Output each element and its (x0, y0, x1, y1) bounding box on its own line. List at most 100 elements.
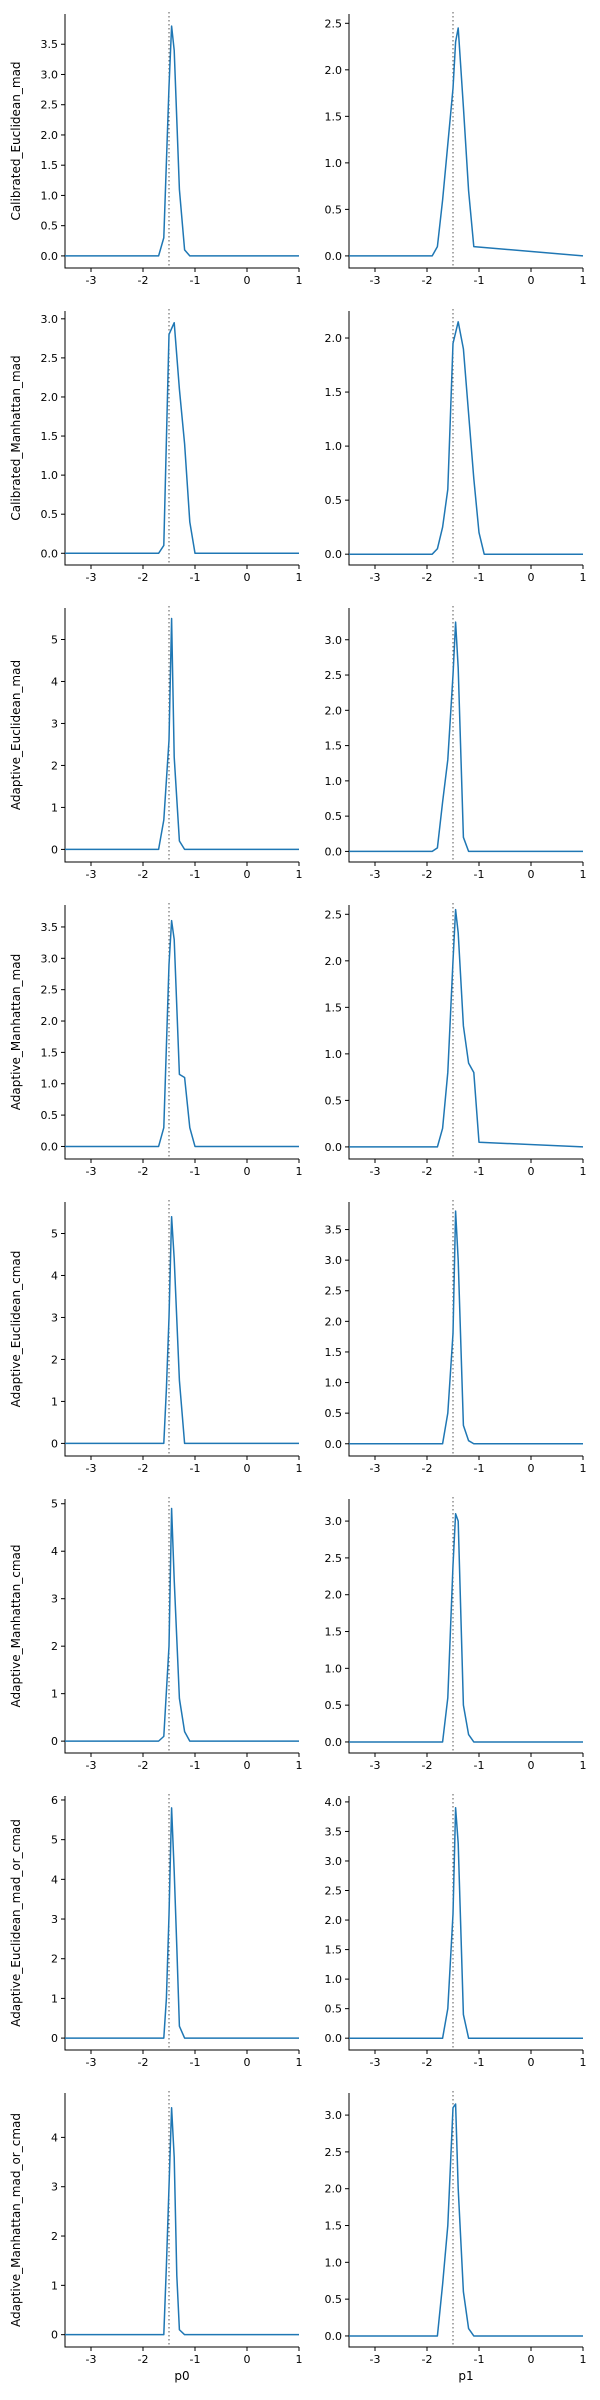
x-tick-label: -1 (190, 1759, 201, 1772)
y-tick-label: 3 (51, 1913, 58, 1926)
x-tick-label: -3 (370, 571, 381, 584)
y-tick-label: 0 (51, 2032, 58, 2045)
x-axis-label: p0 (174, 2369, 189, 2383)
y-tick-label: 1.5 (41, 430, 59, 443)
x-tick-label: -1 (474, 2353, 485, 2366)
x-tick-label: -3 (370, 1165, 381, 1178)
y-tick-label: 2.0 (325, 64, 343, 77)
axis-spine (348, 311, 583, 566)
density-line (349, 321, 583, 555)
x-tick-label: -2 (422, 2353, 433, 2366)
x-tick-label: -3 (370, 2353, 381, 2366)
y-tick-label: 3.5 (325, 1825, 343, 1838)
axis-spine (348, 2093, 583, 2348)
subplot-9: -3 -2 -1 0 1 0.0 0.5 1.0 1.5 2.0 2.5 3.0 3.5 (325, 1200, 587, 1475)
axis-spine (64, 1202, 299, 1457)
x-tick-label: 1 (296, 2353, 303, 2366)
y-tick-label: 1.0 (41, 469, 59, 482)
axis-spine (348, 1499, 583, 1754)
y-tick-label: 2.0 (325, 1914, 343, 1927)
density-line (65, 25, 299, 257)
y-tick-label: 4 (51, 1873, 58, 1886)
y-tick-label: 2.0 (41, 391, 59, 404)
y-tick-label: 2.0 (325, 1589, 343, 1602)
y-tick-label: 3.0 (41, 952, 59, 965)
x-tick-label: -1 (474, 571, 485, 584)
density-line (65, 919, 299, 1148)
x-tick-label: -1 (190, 1165, 201, 1178)
density-line (349, 27, 584, 257)
subplot-13: -3 -2 -1 0 1 0.0 0.5 1.0 1.5 2.0 2.5 3.0 3.5 4.0 (325, 1794, 587, 2069)
y-tick-label: 2 (51, 759, 58, 772)
density-line (65, 1215, 299, 1445)
y-tick-label: 3 (51, 717, 58, 730)
axis-spine (348, 14, 583, 269)
y-tick-label: 0.5 (325, 2293, 343, 2306)
density-line (349, 1512, 583, 1743)
subplot-6: -3 -2 -1 0 1 0.0 0.5 1.0 1.5 2.0 2.5 3.0 3.5 Adaptive… (9, 903, 303, 1178)
x-tick-label: -2 (138, 868, 149, 881)
x-tick-label: 0 (244, 2353, 251, 2366)
y-tick-label: 1.0 (41, 1078, 59, 1091)
axis-spine (64, 311, 299, 566)
x-tick-label: 1 (580, 2056, 587, 2069)
x-tick-label: -3 (86, 2056, 97, 2069)
subplot-0: -3 -2 -1 0 1 0.0 0.5 1.0 1.5 2.0 2.5 3.0 3.5 Calibrat… (9, 12, 303, 287)
y-tick-label: 0.5 (325, 810, 343, 823)
y-tick-label: 5 (51, 1498, 58, 1511)
x-tick-label: -3 (86, 1462, 97, 1475)
y-tick-label: 3.0 (325, 2109, 343, 2122)
x-tick-label: -1 (474, 2056, 485, 2069)
subplot-3: -3 -2 -1 0 1 0.0 0.5 1.0 1.5 2.0 (325, 309, 587, 584)
x-tick-label: -1 (190, 2056, 201, 2069)
x-tick-label: -1 (190, 571, 201, 584)
subplot-5: -3 -2 -1 0 1 0.0 0.5 1.0 1.5 2.0 2.5 3.0 (325, 606, 587, 881)
x-tick-label: 0 (528, 868, 535, 881)
axis-spine (64, 1796, 299, 2051)
y-tick-label: 1.5 (325, 1346, 343, 1359)
x-tick-label: 0 (528, 1759, 535, 1772)
y-tick-label: 3.0 (325, 1254, 343, 1267)
x-tick-label: -3 (86, 1165, 97, 1178)
density-line (65, 2107, 299, 2336)
y-tick-label: 3.5 (41, 38, 59, 51)
x-tick-label: 0 (244, 274, 251, 287)
x-tick-label: 1 (580, 1759, 587, 1772)
y-tick-label: 0.0 (41, 1140, 59, 1153)
y-tick-label: 5 (51, 633, 58, 646)
x-tick-label: -3 (370, 868, 381, 881)
y-axis-label: Adaptive_Euclidean_mad (9, 660, 23, 810)
x-tick-label: -3 (86, 571, 97, 584)
axis-spine (348, 1202, 583, 1457)
x-tick-label: -3 (370, 2056, 381, 2069)
y-tick-label: 0.0 (325, 845, 343, 858)
y-tick-label: 0.5 (41, 1109, 59, 1122)
x-tick-label: 1 (296, 868, 303, 881)
y-tick-label: 5 (51, 1834, 58, 1847)
x-tick-label: 1 (580, 274, 587, 287)
axis-spine (64, 1499, 299, 1754)
x-tick-label: -2 (138, 2056, 149, 2069)
y-tick-label: 4 (51, 675, 58, 688)
x-tick-label: -2 (422, 274, 433, 287)
x-tick-label: -3 (370, 274, 381, 287)
x-tick-label: 1 (296, 1165, 303, 1178)
subplot-15: -3 -2 -1 0 1 0.0 0.5 1.0 1.5 2.0 2.5 3.0 p1 (325, 2091, 587, 2383)
y-tick-label: 0.5 (325, 1094, 343, 1107)
y-tick-label: 2 (51, 1353, 58, 1366)
density-line (65, 617, 299, 851)
y-tick-label: 2.5 (325, 2146, 343, 2159)
subplot-2: -3 -2 -1 0 1 0.0 0.5 1.0 1.5 2.0 2.5 3.0 Calibrated_… (9, 309, 303, 584)
x-tick-label: 1 (580, 2353, 587, 2366)
x-tick-label: -1 (190, 868, 201, 881)
y-tick-label: 2.5 (41, 984, 59, 997)
y-tick-label: 0.5 (325, 494, 343, 507)
y-tick-label: 3 (51, 1593, 58, 1606)
y-tick-label: 0.5 (325, 203, 343, 216)
x-tick-label: -1 (474, 274, 485, 287)
x-tick-label: -2 (422, 1759, 433, 1772)
y-tick-label: 0 (51, 1437, 58, 1450)
y-tick-label: 2.0 (325, 955, 343, 968)
y-tick-label: 0.5 (325, 2003, 343, 2016)
y-tick-label: 0.0 (325, 1141, 343, 1154)
